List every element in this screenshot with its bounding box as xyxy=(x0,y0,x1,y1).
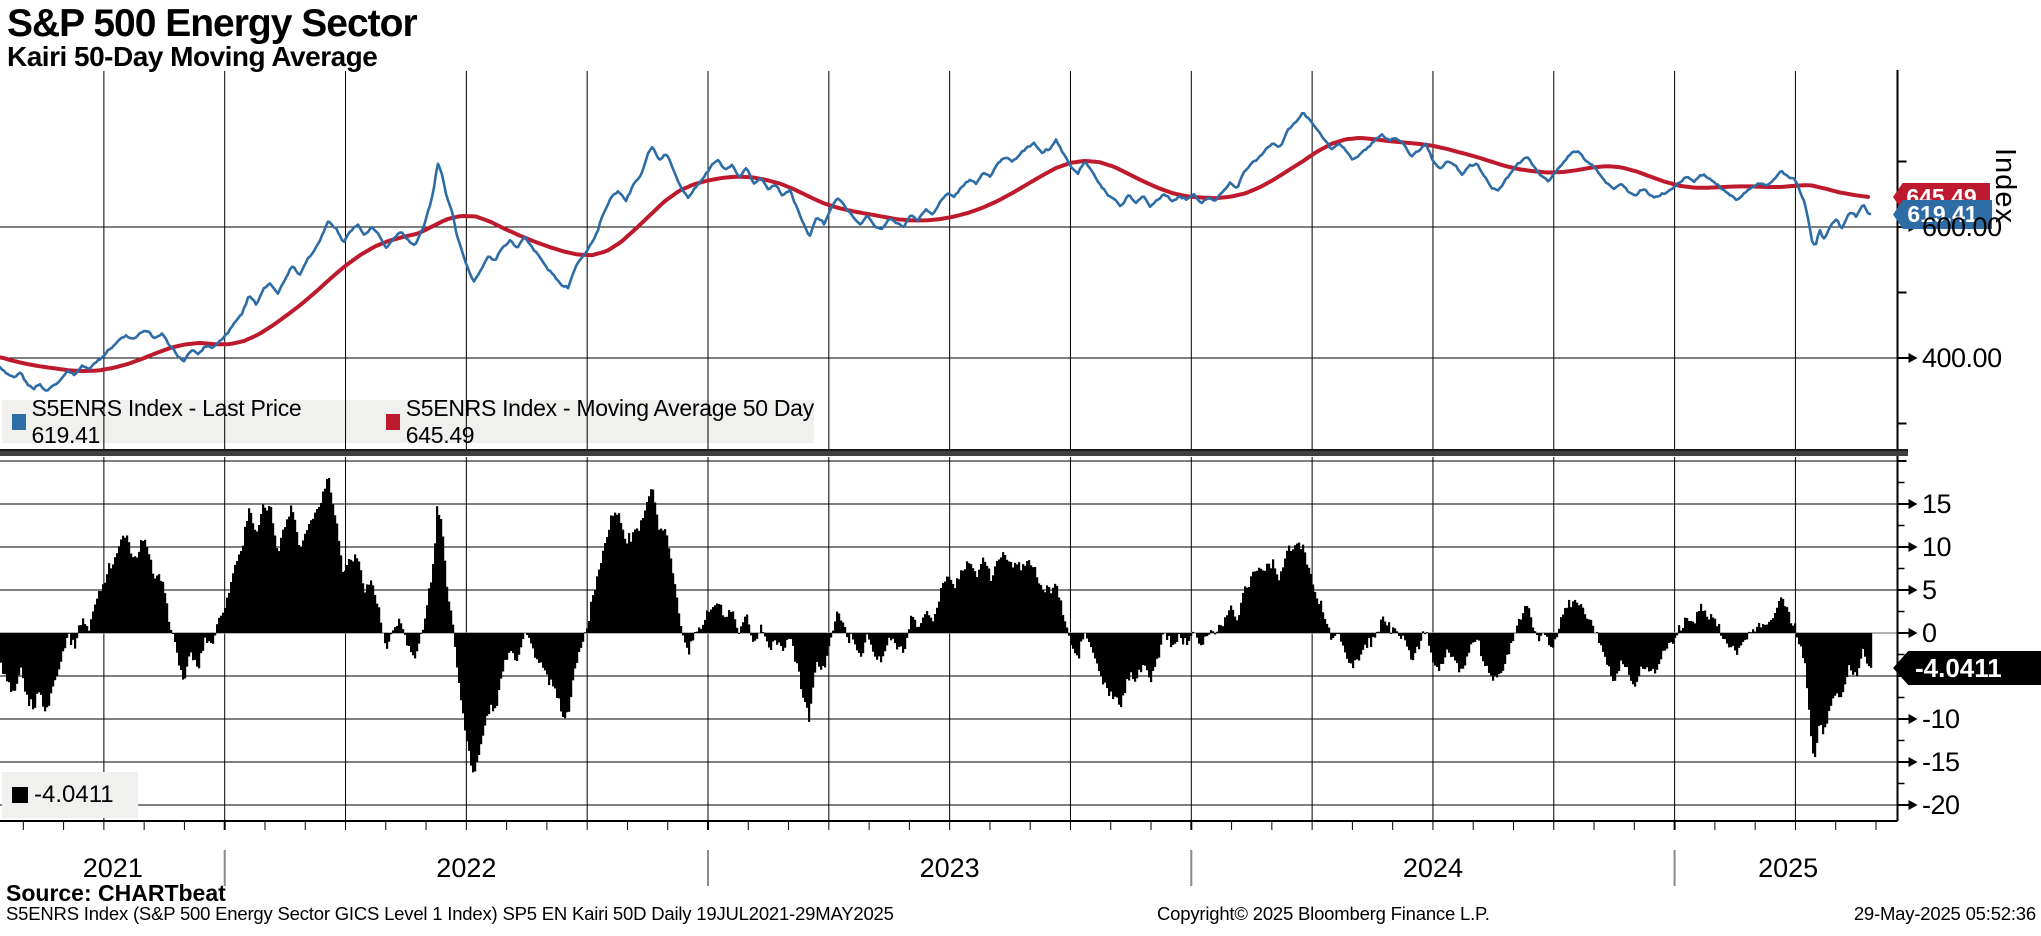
year-label-2021: 2021 xyxy=(82,853,143,883)
legend-label-kairi: -4.0411 xyxy=(34,781,114,808)
ma-line xyxy=(0,136,1870,374)
y-axis-tick-label: 0 xyxy=(1922,618,1937,648)
y-axis-tick-label: 15 xyxy=(1922,489,1952,519)
bottom-y-tick-arrow xyxy=(1908,714,1918,724)
bottom-y-tick-arrow xyxy=(1908,585,1918,595)
bottom-y-tick-arrow xyxy=(1908,800,1918,810)
footer-description: S5ENRS Index (S&P 500 Energy Sector GICS… xyxy=(6,903,894,924)
bottom-y-tick-arrow xyxy=(1908,542,1918,552)
page-subtitle: Kairi 50-Day Moving Average xyxy=(7,41,378,72)
moving-average-swatch-icon xyxy=(386,413,400,430)
footer-timestamp: 29-May-2025 05:52:36 xyxy=(1853,903,2036,924)
y-axis-tick-label: 10 xyxy=(1922,532,1952,562)
y-axis-title: Index xyxy=(1989,148,2021,224)
year-label-2025: 2025 xyxy=(1758,853,1819,883)
panel-divider xyxy=(0,449,1908,456)
kairi-bars xyxy=(0,477,1873,773)
kairi-value-tag: -4.0411 xyxy=(1893,651,2041,685)
panel-divider-edge xyxy=(0,449,1908,451)
bottom-panel-legend[interactable]: -4.0411 xyxy=(2,772,138,818)
kairi-swatch-icon xyxy=(12,787,28,803)
price-value-tag: 619.41 xyxy=(1893,200,1992,229)
year-label-2024: 2024 xyxy=(1402,853,1463,883)
bottom-y-tick-arrow xyxy=(1908,499,1918,509)
y-axis-tick-label: 400.00 xyxy=(1922,343,2002,373)
bottom-y-tick-arrow xyxy=(1908,757,1918,767)
footer-copyright: Copyright© 2025 Bloomberg Finance L.P. xyxy=(1157,903,1490,924)
last-price-swatch-icon xyxy=(12,413,26,430)
y-axis-tick-label: 5 xyxy=(1922,575,1937,605)
ma-value-tag: 645.49 xyxy=(1893,183,1990,211)
top-panel-legend: S5ENRS Index - Last Price 619.41 S5ENRS … xyxy=(2,395,814,448)
legend-item-moving-average[interactable]: S5ENRS Index - Moving Average 50 Day 645… xyxy=(376,395,814,449)
legend-label-moving-average: S5ENRS Index - Moving Average 50 Day 645… xyxy=(405,394,814,448)
page-title: S&P 500 Energy Sector xyxy=(7,2,418,45)
y-axis-tick-label: 600.00 xyxy=(1922,212,2002,242)
top-y-tick-arrow xyxy=(1908,353,1918,363)
price-line xyxy=(0,112,1872,392)
y-axis-tick-label: -10 xyxy=(1922,704,1960,734)
y-axis-tick-label: -20 xyxy=(1922,790,1960,820)
legend-item-last-price[interactable]: S5ENRS Index - Last Price 619.41 xyxy=(2,395,322,449)
source-caption: Source: CHARTbeat xyxy=(6,880,226,906)
year-label-2023: 2023 xyxy=(919,853,980,883)
year-label-2022: 2022 xyxy=(436,853,497,883)
bottom-y-tick-arrow xyxy=(1908,628,1918,638)
top-legend-bg xyxy=(2,400,814,443)
legend-label-last-price: S5ENRS Index - Last Price 619.41 xyxy=(31,394,302,448)
y-axis-tick-label: -15 xyxy=(1922,747,1960,777)
